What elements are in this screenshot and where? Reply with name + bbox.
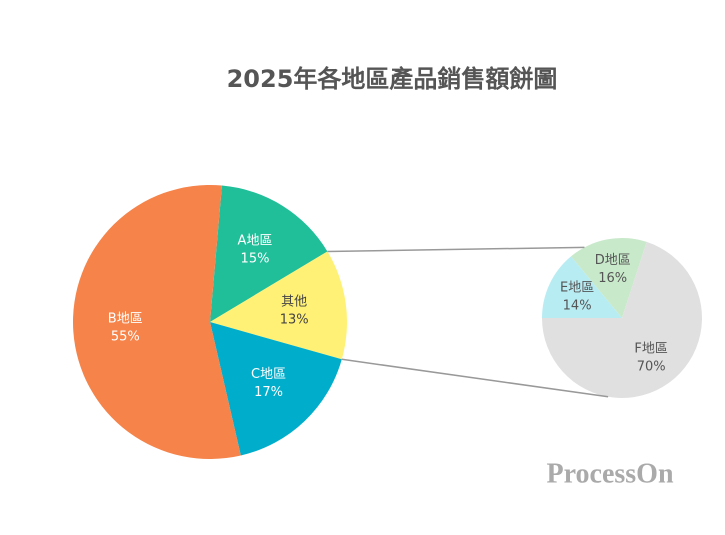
connector-line [327, 246, 585, 253]
slice-value-label: 70% [637, 360, 666, 375]
pie-slice [210, 251, 347, 360]
pie-slice [571, 238, 647, 318]
slice-value-label: 17% [254, 385, 283, 400]
pie-slice [210, 322, 342, 456]
slice-label: D地區 [595, 253, 631, 268]
pie-slice [542, 241, 703, 399]
slice-label: F地區 [634, 342, 667, 357]
watermark: ProcessOn [546, 458, 673, 489]
slice-label: C地區 [251, 367, 286, 382]
slice-value-label: 15% [241, 251, 270, 266]
slice-value-label: 14% [563, 298, 592, 313]
slice-value-label: 13% [280, 312, 309, 327]
slice-value-label: 16% [598, 271, 627, 286]
connector-line [341, 358, 609, 398]
slice-label: B地區 [108, 311, 143, 326]
slice-label: 其他 [281, 294, 307, 309]
slice-value-label: 55% [111, 329, 140, 344]
pie-slice [73, 185, 241, 459]
pie-slice [542, 256, 622, 318]
slice-label: E地區 [560, 280, 594, 295]
pie-slice [210, 185, 328, 322]
slice-label: A地區 [238, 233, 273, 248]
chart-title: 2025年各地區產品銷售額餅圖 [227, 65, 558, 93]
